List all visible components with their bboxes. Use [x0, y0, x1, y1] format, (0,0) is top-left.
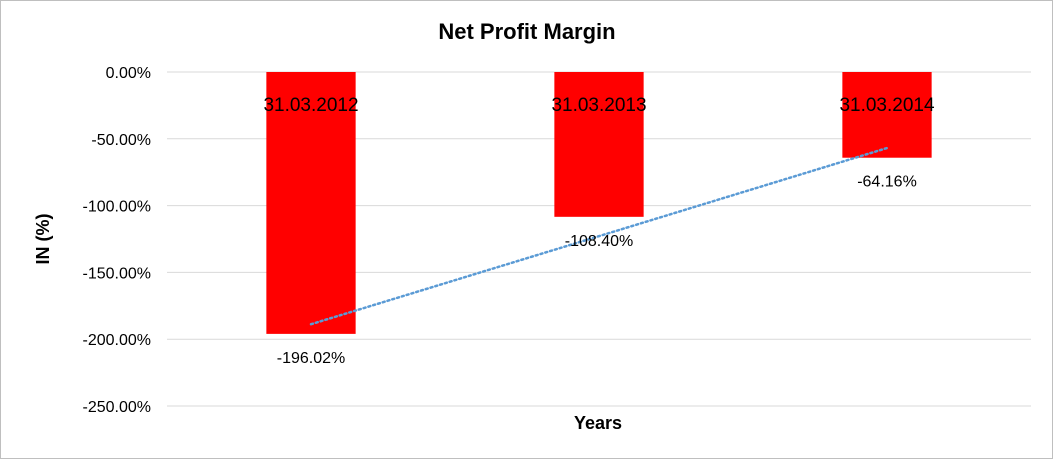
trendline [309, 146, 889, 326]
data-label: -64.16% [857, 174, 917, 191]
y-tick-label: -100.00% [83, 199, 152, 216]
y-tick-label: -250.00% [83, 399, 152, 416]
labels: 31.03.2012 -196.02% 31.03.2013 -108.40% 31.0… [263, 95, 935, 367]
y-tick-label: -50.00% [91, 132, 151, 149]
bar [842, 72, 932, 158]
category-label: 31.03.2012 [263, 95, 358, 116]
y-axis-ticks: 0.00% -50.00% -100.00% -150.00% -200.00% -250… [83, 65, 152, 416]
y-tick-label: 0.00% [106, 65, 151, 82]
y-axis-title: IN (%) [33, 214, 53, 265]
bar [554, 72, 644, 217]
category-label: 31.03.2013 [551, 95, 646, 116]
bars [266, 72, 932, 334]
bar [266, 72, 356, 334]
data-label: -108.40% [565, 233, 634, 250]
data-label: -196.02% [277, 350, 346, 367]
category-label: 31.03.2014 [839, 95, 935, 116]
chart-title: Net Profit Margin [438, 19, 615, 44]
y-tick-label: -150.00% [83, 265, 152, 282]
y-tick-label: -200.00% [83, 332, 152, 349]
x-axis-title: Years [574, 413, 622, 433]
trendline-group [309, 146, 889, 326]
